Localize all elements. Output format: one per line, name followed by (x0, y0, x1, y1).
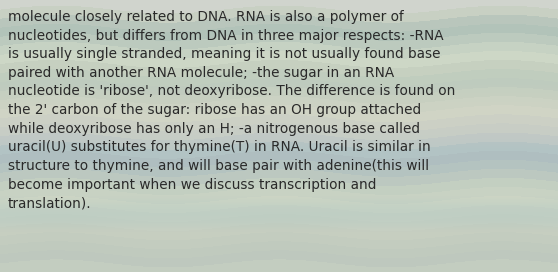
Text: molecule closely related to DNA. RNA is also a polymer of
nucleotides, but diffe: molecule closely related to DNA. RNA is … (8, 10, 455, 210)
